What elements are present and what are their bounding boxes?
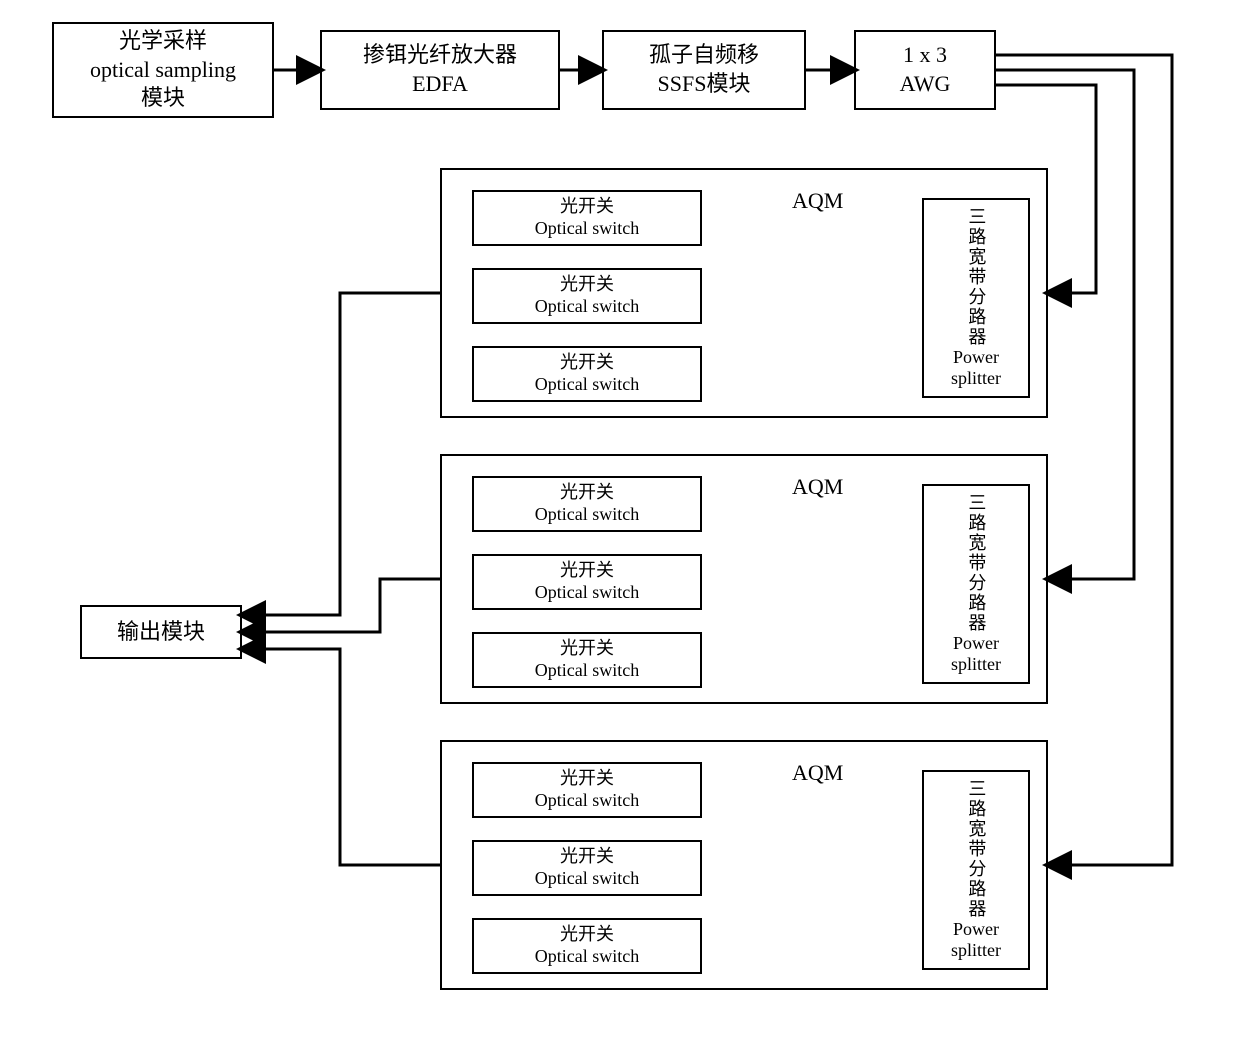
switch-en: Optical switch [535, 790, 639, 812]
switch-cn: 光开关 [560, 274, 614, 296]
edge-aqm1-output [242, 293, 440, 615]
ssfs-box: 孤子自频移 SSFS模块 [602, 30, 806, 110]
optical-switch-3-1: 光开关 Optical switch [472, 762, 702, 818]
switch-cn: 光开关 [560, 560, 614, 582]
output-label: 输出模块 [117, 618, 205, 647]
optical-switch-1-1: 光开关 Optical switch [472, 190, 702, 246]
awg-line1: 1 x 3 [903, 41, 947, 70]
optical-switch-1-2: 光开关 Optical switch [472, 268, 702, 324]
switch-en: Optical switch [535, 296, 639, 318]
aqm-label-1: AQM [792, 188, 843, 214]
aqm-container-3: AQM 光开关 Optical switch 光开关 Optical switc… [440, 740, 1048, 990]
optical-switch-2-1: 光开关 Optical switch [472, 476, 702, 532]
switch-en: Optical switch [535, 218, 639, 240]
switch-cn: 光开关 [560, 196, 614, 218]
switch-en: Optical switch [535, 504, 639, 526]
edfa-en: EDFA [412, 70, 468, 99]
splitter-en1: Power [953, 633, 999, 654]
splitter-en1: Power [953, 347, 999, 368]
optical-switch-1-3: 光开关 Optical switch [472, 346, 702, 402]
switch-en: Optical switch [535, 660, 639, 682]
switch-cn: 光开关 [560, 638, 614, 660]
splitter-en1: Power [953, 919, 999, 940]
edge-aqm2-output [242, 579, 440, 632]
splitter-en2: splitter [951, 940, 1001, 961]
aqm-container-1: AQM 光开关 Optical switch 光开关 Optical switc… [440, 168, 1048, 418]
splitter-cn: 三路宽带分路器 [966, 493, 987, 633]
switch-cn: 光开关 [560, 352, 614, 374]
switch-cn: 光开关 [560, 924, 614, 946]
optical-sampling-box: 光学采样 optical sampling 模块 [52, 22, 274, 118]
optical-switch-2-3: 光开关 Optical switch [472, 632, 702, 688]
power-splitter-1: 三路宽带分路器 Power splitter [922, 198, 1030, 398]
optical-sampling-cn1: 光学采样 [119, 27, 207, 56]
switch-en: Optical switch [535, 946, 639, 968]
awg-box: 1 x 3 AWG [854, 30, 996, 110]
optical-sampling-en: optical sampling [90, 56, 236, 85]
ssfs-en: SSFS模块 [658, 70, 751, 99]
switch-en: Optical switch [535, 374, 639, 396]
optical-sampling-cn2: 模块 [141, 84, 185, 113]
aqm-label-3: AQM [792, 760, 843, 786]
power-splitter-3: 三路宽带分路器 Power splitter [922, 770, 1030, 970]
ssfs-cn: 孤子自频移 [649, 41, 759, 70]
splitter-cn: 三路宽带分路器 [966, 779, 987, 919]
power-splitter-2: 三路宽带分路器 Power splitter [922, 484, 1030, 684]
switch-en: Optical switch [535, 868, 639, 890]
switch-cn: 光开关 [560, 846, 614, 868]
aqm-container-2: AQM 光开关 Optical switch 光开关 Optical switc… [440, 454, 1048, 704]
edfa-cn: 掺铒光纤放大器 [363, 41, 517, 70]
edfa-box: 掺铒光纤放大器 EDFA [320, 30, 560, 110]
aqm-label-2: AQM [792, 474, 843, 500]
edge-aqm3-output [242, 649, 440, 865]
optical-switch-3-2: 光开关 Optical switch [472, 840, 702, 896]
splitter-en2: splitter [951, 654, 1001, 675]
optical-switch-3-3: 光开关 Optical switch [472, 918, 702, 974]
splitter-cn: 三路宽带分路器 [966, 207, 987, 347]
optical-switch-2-2: 光开关 Optical switch [472, 554, 702, 610]
splitter-en2: splitter [951, 368, 1001, 389]
awg-line2: AWG [900, 70, 951, 99]
switch-en: Optical switch [535, 582, 639, 604]
switch-cn: 光开关 [560, 768, 614, 790]
output-box: 输出模块 [80, 605, 242, 659]
switch-cn: 光开关 [560, 482, 614, 504]
